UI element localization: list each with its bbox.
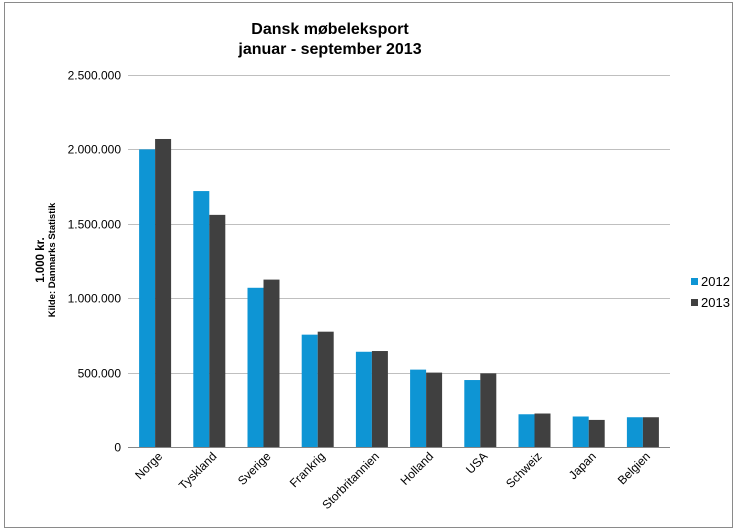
bar-2013 [155, 138, 172, 447]
x-tick-label: Schweiz [503, 449, 544, 490]
y-tick-label: 1.500.000 [68, 218, 122, 232]
x-tick-label: Norge [132, 449, 165, 482]
y-tick-label: 0 [114, 441, 121, 455]
x-tick-label: Holland [398, 449, 437, 488]
bar-2012 [193, 191, 210, 447]
x-tick-label: Frankrig [287, 449, 328, 490]
legend-label: 2013 [701, 295, 730, 310]
bar-2012 [464, 380, 481, 447]
bar-2013 [588, 419, 605, 447]
legend-label: 2012 [701, 274, 730, 289]
bar-2012 [572, 416, 589, 447]
x-tick-label: USA [463, 449, 490, 476]
bar-2012 [247, 287, 264, 447]
x-tick-label: Sverige [235, 449, 274, 488]
x-tick-label: Belgien [615, 449, 653, 487]
chart-subtitle: januar - september 2013 [237, 41, 421, 58]
legend-swatch [691, 299, 698, 306]
bar-2013 [642, 417, 659, 447]
chart-title: Dansk møbeleksport [251, 21, 409, 38]
y-tick-label: 1.000.000 [68, 292, 122, 306]
bar-2012 [626, 417, 643, 447]
bar-2013 [480, 373, 497, 447]
bar-2012 [139, 149, 156, 447]
bar-2012 [518, 414, 535, 447]
bar-2012 [301, 334, 318, 447]
x-tick-labels: Norge Tyskland Sverige FrankrigStorbritanni… [132, 449, 653, 512]
x-tick-label: Storbritannien [319, 449, 382, 512]
bar-2013 [371, 351, 388, 447]
x-tick-label: Japan [566, 449, 599, 482]
bars [139, 138, 659, 447]
bar-2013 [426, 372, 443, 447]
bar-2013 [534, 413, 551, 447]
y-tick-labels: 0 500.000 1.000.000 1.500.000 2.000.000 2.500… [68, 69, 122, 455]
bar-2013 [209, 214, 226, 447]
bar-2013 [317, 331, 334, 447]
bar-2013 [263, 279, 280, 447]
y-tick-label: 500.000 [78, 367, 122, 381]
x-tick-label: Tyskland [176, 449, 219, 492]
y-tick-label: 2.000.000 [68, 143, 122, 157]
y-axis-label: 1.000 kr. [35, 237, 47, 282]
y-axis-source-note: Kilde: Danmarks Statistik [47, 202, 58, 317]
y-tick-label: 2.500.000 [68, 69, 122, 83]
legend: 2012 2013 [691, 274, 730, 310]
bar-2012 [355, 351, 372, 447]
legend-swatch [691, 278, 698, 285]
bar-2012 [410, 369, 427, 447]
